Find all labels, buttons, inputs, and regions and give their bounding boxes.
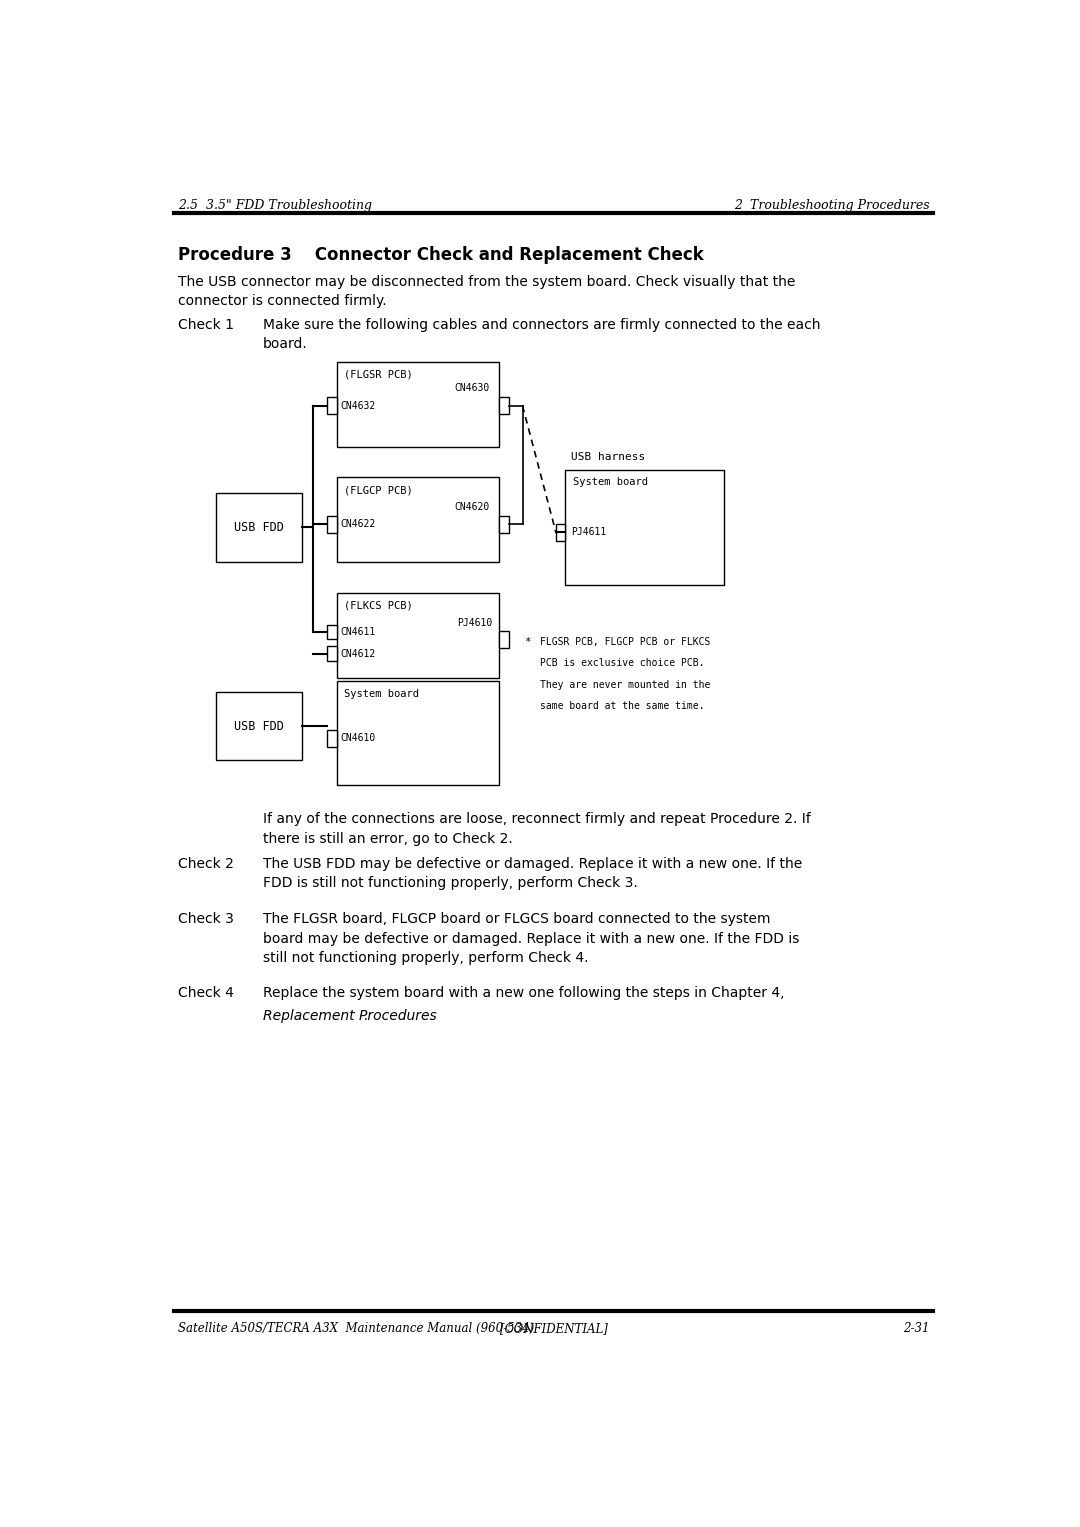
- Text: System board: System board: [345, 689, 419, 699]
- Text: (FLGCP PCB): (FLGCP PCB): [345, 486, 413, 495]
- Text: 2-31: 2-31: [903, 1322, 930, 1335]
- Text: Check 2: Check 2: [177, 857, 233, 870]
- Bar: [327, 730, 337, 747]
- Text: [CONFIDENTIAL]: [CONFIDENTIAL]: [500, 1322, 607, 1335]
- Bar: [499, 397, 509, 414]
- Bar: [337, 478, 499, 562]
- Text: CN4630: CN4630: [455, 383, 489, 394]
- Bar: [327, 646, 337, 661]
- Text: (FLGSR PCB): (FLGSR PCB): [345, 370, 413, 380]
- Text: Procedure 3    Connector Check and Replacement Check: Procedure 3 Connector Check and Replacem…: [177, 246, 703, 264]
- Bar: [499, 631, 509, 649]
- Text: Check 3: Check 3: [177, 913, 233, 927]
- Text: CN4632: CN4632: [340, 400, 376, 411]
- Text: USB harness: USB harness: [570, 452, 645, 461]
- Text: System board: System board: [572, 478, 648, 487]
- Bar: [337, 681, 499, 785]
- Bar: [565, 470, 724, 585]
- Text: Make sure the following cables and connectors are firmly connected to the each
b: Make sure the following cables and conne…: [262, 318, 821, 351]
- Text: 2.5  3.5" FDD Troubleshooting: 2.5 3.5" FDD Troubleshooting: [177, 199, 372, 212]
- Text: Check 1: Check 1: [177, 318, 233, 331]
- Text: The FLGSR board, FLGCP board or FLGCS board connected to the system
board may be: The FLGSR board, FLGCP board or FLGCS bo…: [262, 913, 799, 965]
- Text: 2  Troubleshooting Procedures: 2 Troubleshooting Procedures: [733, 199, 930, 212]
- Text: (FLKCS PCB): (FLKCS PCB): [345, 600, 413, 611]
- Text: CN4612: CN4612: [340, 649, 376, 658]
- Text: USB FDD: USB FDD: [234, 719, 284, 733]
- Text: They are never mounted in the: They are never mounted in the: [540, 680, 710, 690]
- Bar: [337, 592, 499, 678]
- Text: *: *: [524, 637, 530, 647]
- Text: PCB is exclusive choice PCB.: PCB is exclusive choice PCB.: [540, 658, 704, 669]
- Text: same board at the same time.: same board at the same time.: [540, 701, 704, 712]
- Text: The USB connector may be disconnected from the system board. Check visually that: The USB connector may be disconnected fr…: [177, 275, 795, 308]
- Text: PJ4610: PJ4610: [457, 617, 491, 628]
- Bar: [327, 397, 337, 414]
- Bar: [327, 516, 337, 533]
- Text: CN4611: CN4611: [340, 628, 376, 637]
- Bar: [216, 692, 301, 760]
- Text: USB FDD: USB FDD: [234, 521, 284, 534]
- Text: The USB FDD may be defective or damaged. Replace it with a new one. If the
FDD i: The USB FDD may be defective or damaged.…: [262, 857, 802, 890]
- Text: Replace the system board with a new one following the steps in Chapter 4,: Replace the system board with a new one …: [262, 985, 784, 1000]
- Text: CN4620: CN4620: [455, 502, 489, 512]
- Text: CN4610: CN4610: [340, 733, 376, 744]
- Bar: [337, 362, 499, 446]
- Text: PJ4611: PJ4611: [571, 527, 607, 538]
- Bar: [216, 493, 301, 562]
- Text: .: .: [262, 1009, 368, 1023]
- Text: Replacement Procedures: Replacement Procedures: [262, 1009, 436, 1023]
- Text: Satellite A50S/TECRA A3X  Maintenance Manual (960-534): Satellite A50S/TECRA A3X Maintenance Man…: [177, 1322, 534, 1335]
- Bar: [499, 516, 509, 533]
- Text: FLGSR PCB, FLGCP PCB or FLKCS: FLGSR PCB, FLGCP PCB or FLKCS: [540, 637, 710, 647]
- Bar: [556, 524, 565, 541]
- Bar: [327, 625, 337, 640]
- Text: CN4622: CN4622: [340, 519, 376, 530]
- Text: If any of the connections are loose, reconnect firmly and repeat Procedure 2. If: If any of the connections are loose, rec…: [262, 812, 811, 846]
- Text: Check 4: Check 4: [177, 985, 233, 1000]
